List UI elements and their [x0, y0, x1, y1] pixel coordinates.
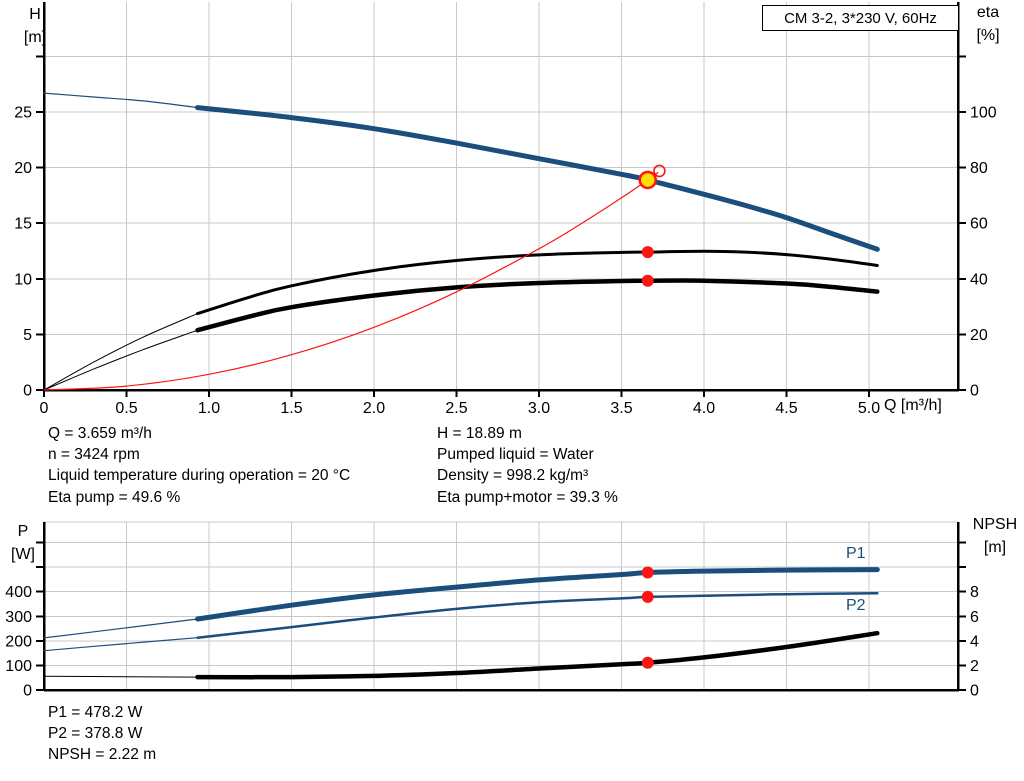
npsh-axis-title: NPSH [m]	[966, 513, 1024, 559]
duty-point-preview	[653, 164, 666, 178]
eta-pump-extrapolated	[43, 313, 198, 391]
left-axis-tick-label: 0	[23, 383, 32, 400]
left-axis-tick-label: 10	[14, 271, 32, 288]
npsh-axis-title-unit: [m]	[983, 539, 1007, 556]
right-axis-tick-label: 20	[970, 327, 988, 344]
p2-curve-label: P2	[846, 597, 866, 614]
p2-extrapolated	[43, 637, 199, 652]
eta-axis-title: eta [%]	[964, 1, 1012, 47]
eta-pump-motor-extrapolated	[43, 329, 198, 391]
eta-pump-curve	[196, 249, 879, 316]
power-npsh-chart: 0 100 200 300 400 0 2 4 6 8	[5, 521, 979, 700]
left-axis-tick-label: 20	[14, 160, 32, 177]
p2-point	[641, 590, 654, 603]
info-flow: Q = 3.659 m³/h	[48, 425, 152, 442]
right-axis-tick-label: 0	[970, 683, 979, 700]
info-pumped-liquid: Pumped liquid = Water	[437, 446, 594, 464]
p1-point	[641, 566, 654, 579]
right-axis-tick-label: 100	[970, 105, 997, 122]
p-axis-title-unit: [W]	[11, 546, 35, 563]
eta-pump-point	[641, 246, 654, 259]
npsh-axis-title-symbol: NPSH	[972, 516, 1018, 533]
h-axis-title-symbol: H	[29, 6, 41, 23]
p-axis-title: P [W]	[2, 520, 44, 566]
duty-info-left: Q = 3.659 m³/h n = 3424 rpm Liquid tempe…	[48, 423, 350, 508]
info-eta-pump-motor: Eta pump+motor = 39.3 %	[437, 488, 618, 506]
left-axis-tick-label: 0	[23, 683, 32, 700]
left-axis-tick-label: 5	[23, 327, 32, 344]
x-axis-tick-label: 2.0	[363, 400, 385, 417]
right-axis-tick-label: 80	[970, 160, 988, 177]
right-axis-tick-label: 2	[970, 658, 979, 675]
h-axis-title: H [m]	[14, 3, 56, 49]
p-axis-title-symbol: P	[17, 523, 29, 540]
left-axis-tick-label: 200	[5, 633, 32, 650]
x-axis-tick-label: 3.5	[610, 400, 632, 417]
x-axis-tick-label: 1.5	[280, 400, 302, 417]
system-curve	[43, 172, 659, 391]
h-axis-title-unit: [m]	[23, 29, 47, 46]
h-q-extrapolated	[43, 92, 199, 109]
x-axis-tick-label: 4.5	[775, 400, 797, 417]
right-axis-tick-label: 8	[970, 584, 979, 601]
left-axis-tick-label: 25	[14, 105, 32, 122]
result-readouts: P1 = 478.2 W P2 = 378.8 W NPSH = 2.22 m	[48, 702, 156, 766]
right-axis-tick-label: 4	[970, 633, 979, 650]
h-q-curve	[195, 105, 880, 252]
x-axis-tick-label: 1.0	[198, 400, 220, 417]
head-efficiency-chart: 0 5 10 15 20 25 0 20 40 60 80 100 0 0.5 1.0 1.5 2.0 2.5 3.…	[14, 2, 997, 417]
p1-extrapolated	[43, 618, 199, 639]
x-axis-tick-label: 4.0	[693, 400, 715, 417]
right-axis-tick-label: 60	[970, 216, 988, 233]
p1-curve	[195, 567, 880, 622]
right-axis-tick-label: 6	[970, 609, 979, 626]
info-speed: n = 3424 rpm	[48, 446, 140, 464]
duty-point[interactable]	[638, 170, 657, 190]
eta-pump-motor-point	[641, 274, 654, 287]
eta-axis-title-symbol: eta	[976, 4, 1000, 21]
info-density: Density = 998.2 kg/m³	[437, 467, 589, 485]
left-axis-tick-label: 15	[14, 216, 32, 233]
left-axis-tick-label: 300	[5, 609, 32, 626]
duty-info-right: H = 18.89 m Pumped liquid = Water Densit…	[437, 423, 618, 508]
npsh-extrapolated	[43, 675, 198, 678]
npsh-curve	[195, 630, 880, 680]
result-p1: P1 = 478.2 W	[48, 704, 143, 721]
x-axis-tick-label: 2.5	[445, 400, 467, 417]
eta-axis-title-unit: [%]	[976, 27, 1000, 44]
left-axis-tick-label: 100	[5, 658, 32, 675]
x-axis-tick-label: 0	[40, 400, 49, 417]
eta-pump-motor-curve	[195, 278, 880, 333]
result-npsh: NPSH = 2.22 m	[48, 746, 157, 764]
p1-curve-label: P1	[846, 545, 866, 562]
info-liquid-temperature: Liquid temperature during operation = 20…	[48, 467, 351, 485]
x-axis-tick-label: 3.0	[528, 400, 550, 417]
left-axis-tick-label: 400	[5, 584, 32, 601]
info-eta-pump: Eta pump = 49.6 %	[48, 488, 181, 506]
q-axis-title: Q [m³/h]	[884, 397, 942, 414]
info-head: H = 18.89 m	[437, 425, 522, 442]
x-axis-tick-label: 0.5	[115, 400, 137, 417]
result-p2: P2 = 378.8 W	[48, 725, 143, 743]
p2-curve	[196, 591, 879, 639]
x-axis-tick-label: 5.0	[858, 400, 880, 417]
right-axis-tick-label: 0	[970, 383, 979, 400]
npsh-point	[641, 656, 654, 669]
pump-model-badge: CM 3-2, 3*230 V, 60Hz	[762, 5, 959, 31]
right-axis-tick-label: 40	[970, 271, 988, 288]
